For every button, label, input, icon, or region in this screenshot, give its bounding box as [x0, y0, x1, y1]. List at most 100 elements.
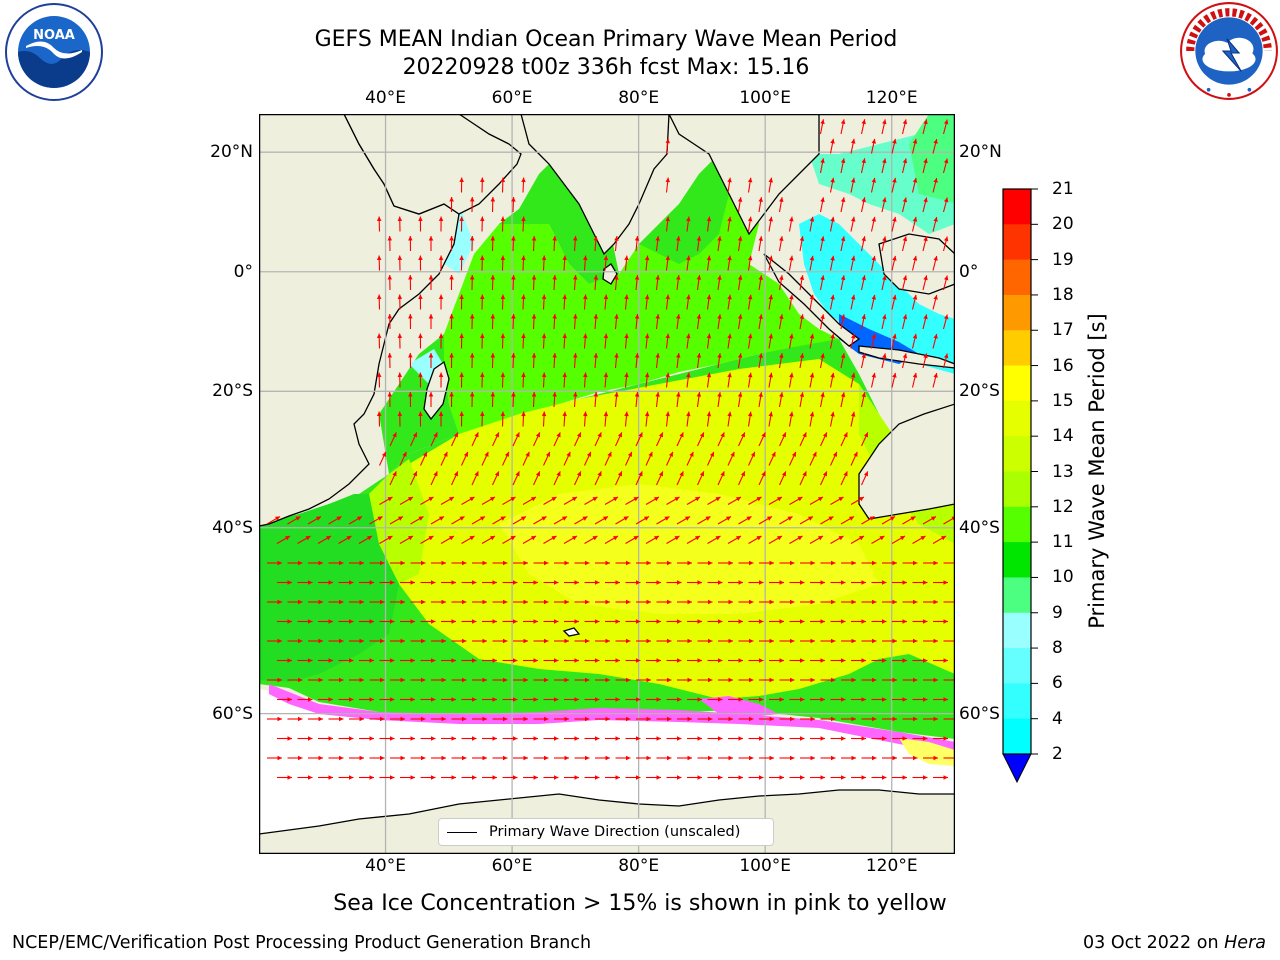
wave-arrow-head: [727, 255, 732, 261]
wave-arrow-head: [459, 333, 464, 338]
wave-arrow-head: [277, 755, 282, 761]
wave-arrow-head: [787, 516, 793, 521]
wave-arrow-head: [562, 516, 567, 521]
wave-arrow-head: [655, 392, 660, 397]
wave-arrow-head: [747, 411, 753, 417]
colorbar-tick-label: 16: [1052, 355, 1074, 376]
colorbar-segment: [1003, 648, 1031, 684]
wave-arrow-head: [287, 736, 292, 741]
wave-arrow-head: [799, 314, 805, 319]
wave-arrow-head: [431, 697, 436, 702]
wave-arrow-head: [453, 432, 458, 438]
map-panel[interactable]: [259, 114, 955, 854]
wave-arrow-head: [556, 471, 561, 477]
colorbar-tick-label: 9: [1052, 602, 1063, 623]
wave-arrow-head: [749, 560, 754, 566]
wave-arrow-head: [882, 736, 887, 741]
wave-arrow-head: [912, 177, 918, 183]
wave-arrow-head: [749, 716, 754, 722]
wave-arrow-head: [674, 536, 680, 541]
wave-arrow-head: [747, 216, 753, 222]
colorbar-tick-label: 10: [1052, 567, 1074, 588]
wave-arrow-head: [523, 755, 528, 761]
wave-arrow-head: [851, 716, 856, 722]
wave-arrow-head: [492, 580, 497, 585]
wave-arrow-head: [658, 432, 663, 438]
wave-arrow-head: [585, 638, 590, 644]
wave-arrow-head: [644, 333, 650, 339]
top-tick-label: 100°E: [739, 88, 792, 108]
wave-arrow-head: [840, 314, 846, 320]
wave-arrow-head: [626, 755, 631, 761]
noaa-logo-text: NOAA: [33, 28, 75, 43]
top-tick-label: 120°E: [865, 88, 918, 108]
wave-arrow-head: [574, 580, 579, 585]
map-canvas[interactable]: [259, 114, 955, 854]
wave-arrow-head: [738, 697, 743, 702]
wave-arrow-head: [428, 392, 434, 397]
wave-arrow-head: [933, 755, 938, 761]
wave-arrow-head: [728, 677, 733, 683]
wave-arrow-head: [392, 471, 397, 477]
wave-arrow-head: [627, 451, 632, 457]
wave-arrow-head: [861, 580, 866, 585]
wave-arrow-head: [462, 755, 467, 761]
wave-arrow-head: [808, 516, 813, 521]
wave-arrow-head: [758, 392, 763, 397]
wave-arrow-head: [861, 736, 866, 741]
wave-arrow-head: [665, 216, 670, 222]
wave-arrow-head: [779, 619, 784, 624]
wave-arrow-head: [861, 658, 866, 663]
wave-arrow-head: [820, 314, 825, 320]
wave-arrow-head: [879, 536, 885, 541]
wave-arrow-head: [494, 471, 499, 477]
wave-arrow-head: [861, 197, 866, 203]
wave-arrow-head: [902, 197, 908, 203]
wave-arrow-head: [349, 697, 354, 702]
wave-arrow-head: [359, 716, 364, 722]
wave-arrow-head: [349, 775, 354, 780]
wave-arrow-head: [933, 638, 938, 644]
wave-arrow-head: [759, 736, 764, 741]
wave-arrow-head: [923, 275, 928, 281]
wave-arrow-head: [441, 716, 446, 722]
wave-arrow-head: [462, 677, 467, 683]
wave-arrow-head: [287, 697, 292, 702]
wave-arrow-head: [533, 658, 538, 663]
wave-arrow-head: [472, 580, 477, 585]
wave-arrow-head: [902, 236, 908, 242]
wave-arrow-head: [305, 536, 311, 541]
wave-arrow-head: [902, 775, 907, 780]
wave-arrow-head: [769, 755, 774, 761]
wave-arrow-head: [617, 471, 622, 477]
wave-arrow-head: [799, 392, 805, 397]
wave-arrow-head: [438, 216, 444, 221]
wave-arrow-head: [490, 275, 496, 280]
wave-arrow-head: [451, 736, 456, 741]
wave-arrow-head: [376, 372, 382, 377]
wave-arrow-head: [861, 392, 866, 398]
wave-arrow-head: [469, 314, 475, 319]
wave-arrow-head: [851, 255, 856, 261]
wave-arrow-head: [513, 619, 518, 624]
wave-arrow-head: [554, 580, 559, 585]
wave-arrow-head: [697, 619, 702, 624]
wave-arrow-head: [644, 372, 650, 378]
wave-arrow-head: [656, 697, 661, 702]
colorbar-tick-label: 20: [1052, 214, 1074, 235]
right-tick-label: 0°: [959, 261, 979, 282]
wave-arrow-head: [428, 536, 434, 541]
wave-arrow-head: [349, 619, 354, 624]
wave-arrow-head: [646, 755, 651, 761]
wave-arrow-head: [339, 677, 344, 683]
wave-arrow-head: [840, 392, 846, 398]
wave-arrow-head: [686, 372, 691, 378]
wave-arrow-head: [902, 580, 907, 585]
wave-arrow-head: [736, 536, 741, 541]
top-tick-label: 80°E: [618, 88, 660, 108]
wave-arrow-head: [564, 716, 569, 722]
wave-arrow-head: [390, 580, 395, 585]
wave-arrow-head: [408, 392, 413, 397]
wave-arrow-head: [469, 536, 475, 541]
wave-arrow-head: [820, 658, 825, 663]
